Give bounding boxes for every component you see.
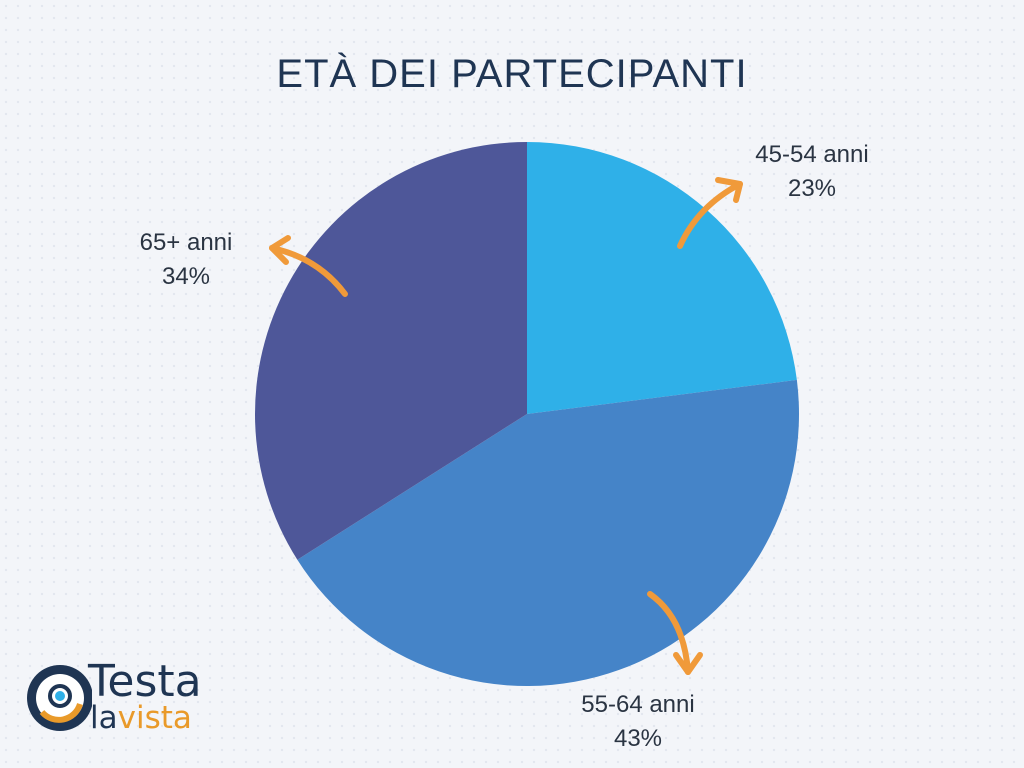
logo-word-vista: vista (117, 700, 192, 736)
slice-label-45-54: 45-54 anni 23% (722, 138, 902, 206)
logo-emblem-icon (27, 665, 92, 731)
slice-label-text: 55-64 anni (581, 691, 695, 718)
pie-slices (255, 142, 800, 687)
pie-slice-1 (297, 379, 800, 687)
callout-arrows (269, 177, 743, 675)
slice-label-value: 34% (161, 263, 211, 290)
slice-label-value: 43% (613, 725, 663, 752)
callout-arrow-0 (677, 181, 743, 249)
callout-arrowhead-0 (715, 177, 743, 203)
callout-arrowhead-1 (269, 235, 291, 265)
slice-label-text: 45-54 anni (755, 141, 869, 168)
slice-label-value: 23% (787, 175, 837, 202)
chart-title: ETÀ DEI PARTECIPANTI (276, 52, 748, 96)
logo-word-lavista: lavista (90, 700, 192, 736)
pie-slice-2 (255, 142, 527, 560)
callout-arrow-1 (269, 245, 348, 297)
slice-label-55-64: 55-64 anni 43% (548, 688, 728, 756)
slice-label-text: 65+ anni (139, 229, 233, 256)
pie-slice-0 (527, 142, 797, 414)
logo-word-testa: Testa (88, 656, 202, 707)
logo-word-la: la (90, 700, 118, 736)
callout-arrowhead-2 (673, 652, 703, 675)
testa-la-vista-logo: Testa lavista (22, 656, 252, 740)
slice-label-65plus: 65+ anni 34% (96, 226, 276, 294)
callout-arrow-2 (647, 591, 691, 675)
